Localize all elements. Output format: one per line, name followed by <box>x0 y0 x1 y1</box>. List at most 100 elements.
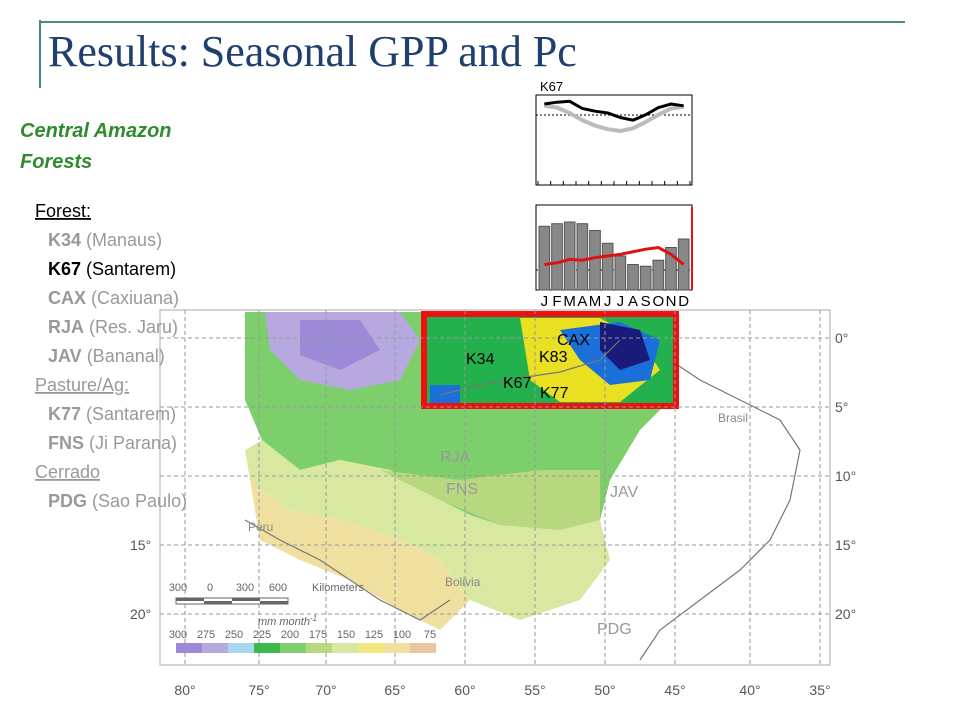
inset-bar <box>652 259 665 291</box>
lat-label: 10° <box>835 468 856 484</box>
site-label: RJA <box>440 449 471 466</box>
month-label: F <box>552 293 561 310</box>
site-entry: CAX (Caxiuana) <box>48 288 179 308</box>
legend-value: 100 <box>393 629 411 641</box>
site-label: K77 <box>540 385 569 402</box>
site-code: JAV <box>48 346 82 366</box>
lon-label: 60° <box>454 682 475 698</box>
coastline <box>639 359 801 661</box>
scale-bar-seg <box>176 598 204 601</box>
site-entry: JAV (Bananal) <box>48 346 165 366</box>
map-region <box>245 440 610 620</box>
legend-unit-exp: -1 <box>310 614 317 623</box>
site-label: FNS <box>446 481 478 498</box>
inset-line-red <box>544 245 685 266</box>
lat-label: 20° <box>130 606 151 622</box>
legend-value: 300 <box>169 629 187 641</box>
site-label: JAV <box>610 484 638 501</box>
month-label: M <box>563 293 576 310</box>
site-entry: K67 (Santarem) <box>48 259 176 279</box>
legend-unit-base: mm month <box>258 616 310 628</box>
site-label: CAX <box>557 332 590 349</box>
site-name: (Bananal) <box>87 346 165 366</box>
month-label: S <box>641 293 651 310</box>
month-label: N <box>666 293 677 310</box>
map-region <box>300 320 380 370</box>
month-label: A <box>628 293 638 310</box>
site-name: (Ji Parana) <box>89 433 177 453</box>
legend-value: 225 <box>253 629 271 641</box>
legend-swatch <box>358 643 384 653</box>
month-label: D <box>678 293 689 310</box>
site-label: K67 <box>503 375 532 392</box>
site-code: FNS <box>48 433 84 453</box>
inset-bar <box>563 221 576 291</box>
lat-label: 15° <box>130 537 151 553</box>
subtitle: Forests <box>20 151 92 173</box>
lon-label: 75° <box>248 682 269 698</box>
lon-label: 80° <box>174 682 195 698</box>
subtitle: Central Amazon <box>20 120 172 142</box>
site-entry: RJA (Res. Jaru) <box>48 317 178 337</box>
site-name: (Sao Paulo) <box>92 491 187 511</box>
border <box>244 519 451 621</box>
scale-bar-seg <box>232 598 260 601</box>
legend-swatch <box>228 643 254 653</box>
legend-value: 250 <box>225 629 243 641</box>
month-label: M <box>589 293 602 310</box>
month-label: O <box>652 293 664 310</box>
legend-value: 200 <box>281 629 299 641</box>
legend-swatch <box>176 643 202 653</box>
list-heading: Pasture/Ag: <box>35 375 129 395</box>
scale-label: 0 <box>207 582 213 594</box>
legend-swatch <box>254 643 280 653</box>
lon-label: 45° <box>664 682 685 698</box>
inset-bar <box>639 265 652 291</box>
legend-value: 275 <box>197 629 215 641</box>
lat-label: 15° <box>835 537 856 553</box>
inset-bar <box>665 247 677 291</box>
site-entry: K77 (Santarem) <box>48 404 176 424</box>
inset-bar <box>601 242 614 291</box>
lon-label: 50° <box>594 682 615 698</box>
inset-bar <box>576 223 589 291</box>
map-region <box>380 470 600 530</box>
legend-unit: mm month-1 <box>258 614 317 628</box>
lat-label: 20° <box>835 606 856 622</box>
scale-label: 300 <box>169 582 187 594</box>
legend-swatch <box>306 643 332 653</box>
inset-line-black <box>544 99 684 122</box>
legend-swatch <box>202 643 228 653</box>
scale-label: 600 <box>269 582 287 594</box>
month-label: A <box>577 293 587 310</box>
inset-bar <box>538 225 551 291</box>
site-name: (Santarem) <box>86 259 176 279</box>
inset-bar <box>627 264 639 291</box>
site-entry: K34 (Manaus) <box>48 230 162 250</box>
site-code: K34 <box>48 230 81 250</box>
list-heading: Cerrado <box>35 462 100 482</box>
highlight-box <box>421 311 679 409</box>
inset-line-gray <box>544 103 684 134</box>
lon-label: 65° <box>384 682 405 698</box>
site-entry: FNS (Ji Parana) <box>48 433 177 453</box>
scale-unit: Kilometers <box>312 582 364 594</box>
site-code: K67 <box>48 259 81 279</box>
site-entry: PDG (Sao Paulo) <box>48 491 187 511</box>
legend-value: 150 <box>337 629 355 641</box>
site-name: (Caxiuana) <box>91 288 179 308</box>
site-label: PDG <box>597 621 632 638</box>
country-label: Brasil <box>718 411 748 425</box>
inset-site: K67 <box>540 79 563 94</box>
site-name: (Res. Jaru) <box>89 317 178 337</box>
month-label: J <box>604 293 612 310</box>
map <box>159 309 831 666</box>
lat-label: 5° <box>835 399 848 415</box>
river <box>439 339 621 396</box>
lon-label: 70° <box>315 682 336 698</box>
map-region <box>600 322 650 370</box>
inset-bar <box>614 255 627 291</box>
scale-label: 300 <box>236 582 254 594</box>
month-label: J <box>541 293 549 310</box>
